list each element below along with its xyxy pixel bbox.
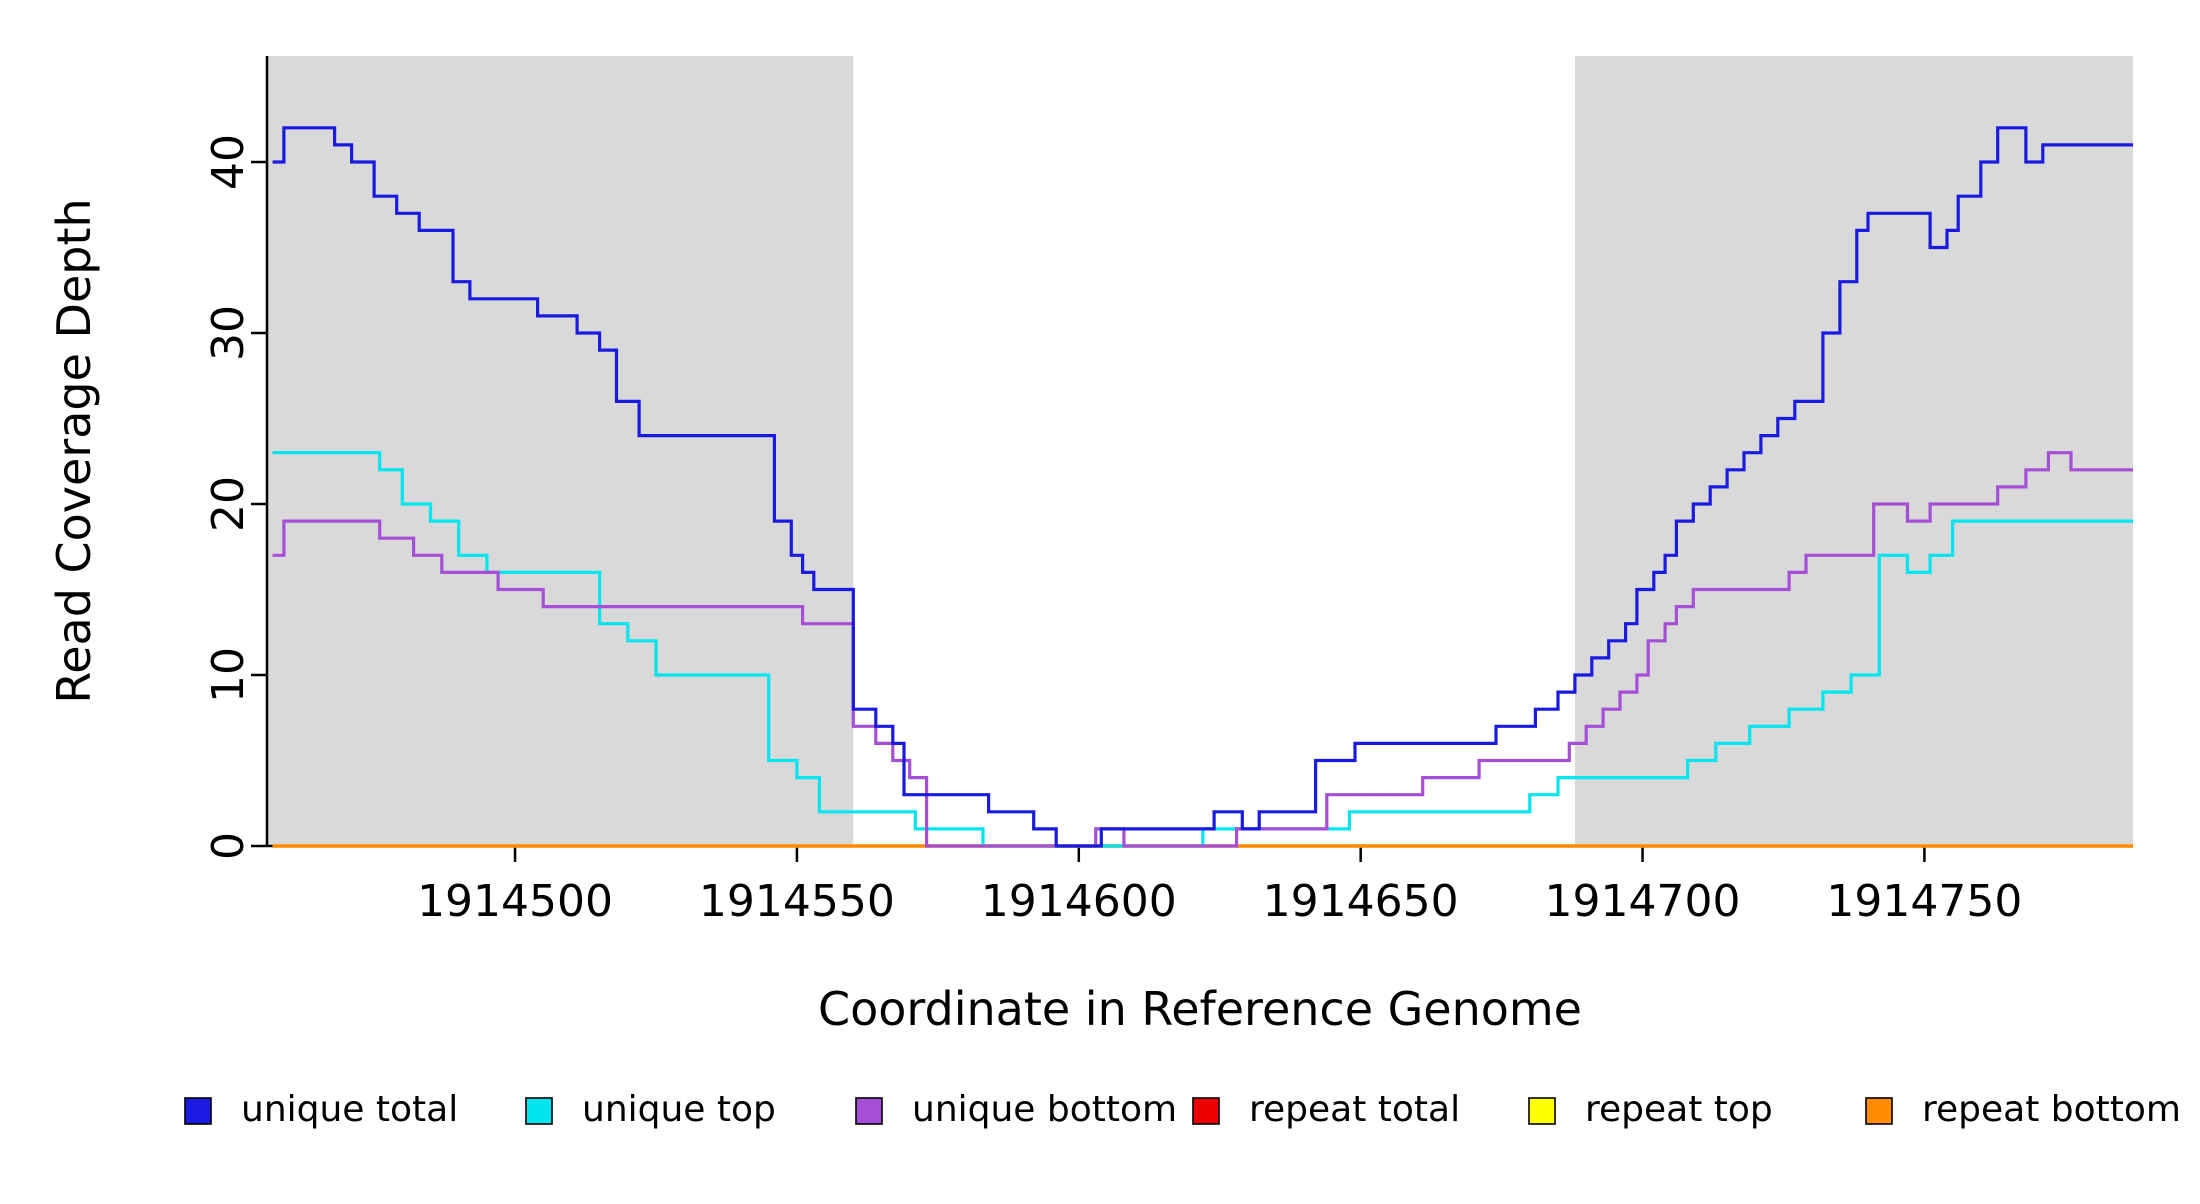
x-tick-label: 1914550 <box>699 876 895 927</box>
legend-label-unique-top: unique top <box>582 1089 776 1130</box>
x-tick-label: 1914600 <box>981 876 1177 927</box>
y-tick-label: 0 <box>203 832 254 860</box>
x-tick-label: 1914650 <box>1263 876 1459 927</box>
legend-swatch-unique-top <box>525 1097 553 1125</box>
x-axis-title: Coordinate in Reference Genome <box>818 982 1582 1036</box>
legend-label-repeat-total: repeat total <box>1249 1089 1460 1130</box>
x-tick-label: 1914750 <box>1826 876 2022 927</box>
legend-label-unique-bottom: unique bottom <box>912 1089 1177 1130</box>
legend-swatch-repeat-total <box>1192 1097 1220 1125</box>
series-unique-bottom-line <box>272 451 2133 848</box>
legend-label-repeat-top: repeat top <box>1585 1089 1773 1130</box>
series-unique-top-line <box>272 451 2133 848</box>
y-axis-title: Read Coverage Depth <box>47 198 101 703</box>
y-tick-label: 40 <box>203 134 254 190</box>
legend-swatch-repeat-bottom <box>1865 1097 1893 1125</box>
y-tick-label: 10 <box>203 647 254 703</box>
legend-label-unique-total: unique total <box>241 1089 458 1130</box>
legend-swatch-unique-total <box>184 1097 212 1125</box>
legend-swatch-unique-bottom <box>855 1097 883 1125</box>
series-unique-total-line <box>272 126 2133 848</box>
x-tick-label: 1914700 <box>1545 876 1741 927</box>
shaded-region-2 <box>1574 56 2133 846</box>
shaded-region-1 <box>267 56 854 846</box>
y-tick-label: 20 <box>203 476 254 532</box>
x-tick-label: 1914500 <box>417 876 613 927</box>
legend-swatch-repeat-top <box>1528 1097 1556 1125</box>
y-tick-label: 30 <box>203 305 254 361</box>
legend-label-repeat-bottom: repeat bottom <box>1922 1089 2181 1130</box>
